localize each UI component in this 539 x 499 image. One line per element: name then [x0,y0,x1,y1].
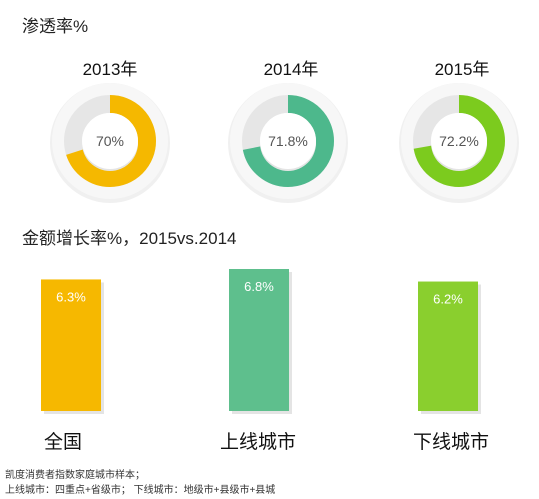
bar-label-lower-tier: 下线城市 [413,432,490,453]
donut-hole [82,113,138,169]
growth-bar-chart: 6.3% 6.8% 6.2% [41,269,481,414]
bar [418,281,478,411]
bar [229,269,289,411]
donut-arc [242,95,334,187]
year-label-2014: 2014年 [263,60,319,79]
penetration-donut-chart: 70% 71.8% 72.2% [50,83,519,203]
bar-label-national: 全国 [44,432,83,453]
bar-label-upper-tier: 上线城市 [220,432,297,453]
donut-hole [260,113,316,169]
bar-value-label: 6.3% [56,289,86,304]
year-label-2013: 2013年 [82,60,138,79]
bar-value-label: 6.8% [244,279,274,294]
footnote-source: 凯度消费者指数家庭城市样本； [5,470,145,481]
donut-value-label: 70% [96,133,124,149]
bar [41,279,101,411]
donut-value-label: 72.2% [439,133,479,149]
donut-arc [413,95,505,187]
footnote-definitions: 上线城市：四重点+省级市； 下线城市：地级市+县级市+县城 [5,485,276,496]
donut-value-label: 71.8% [268,133,308,149]
bar-value-label: 6.2% [433,292,463,307]
year-label-2015: 2015年 [434,60,490,79]
growth-title: 金额增长率%，2015vs.2014 [22,229,237,248]
donut-arc [64,95,156,187]
penetration-title: 渗透率% [22,17,89,36]
donut-hole [431,113,487,169]
